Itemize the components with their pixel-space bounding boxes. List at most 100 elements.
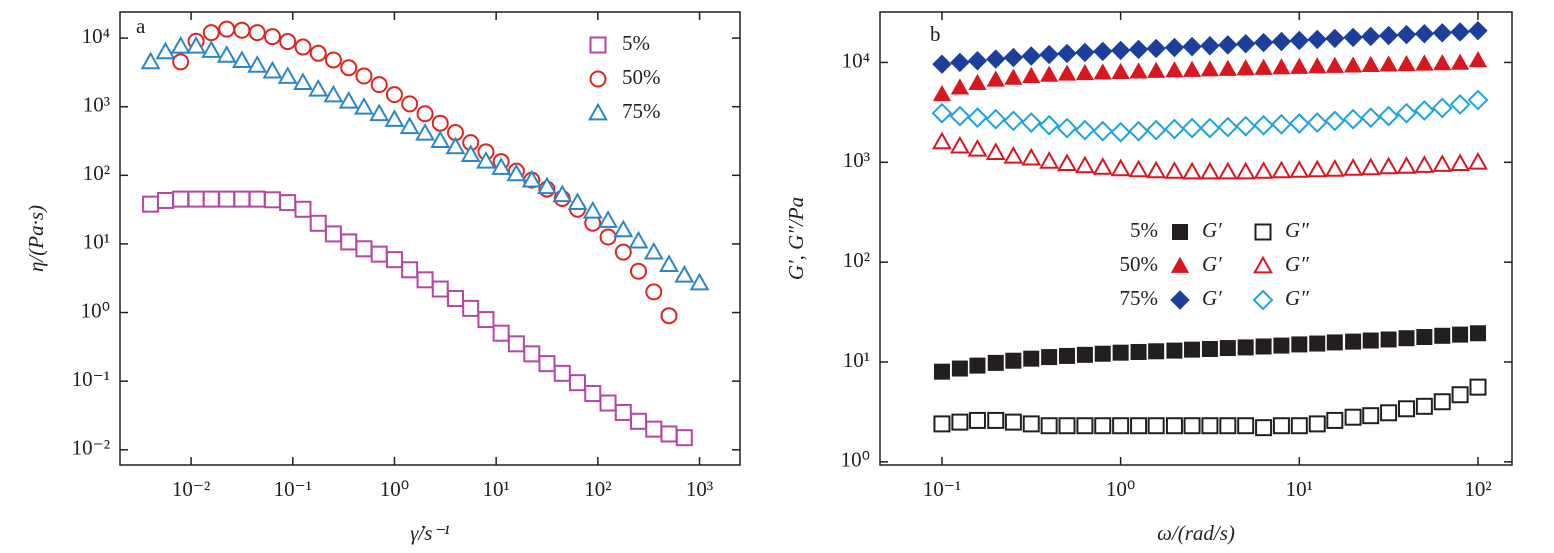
marker xyxy=(1361,26,1381,47)
marker xyxy=(1413,100,1435,121)
marker xyxy=(1468,51,1488,68)
marker xyxy=(1360,107,1382,129)
marker xyxy=(140,51,161,70)
marker xyxy=(1291,336,1308,353)
marker xyxy=(1433,393,1451,411)
marker xyxy=(1307,29,1327,50)
marker xyxy=(1111,62,1130,79)
marker xyxy=(582,200,603,219)
marker xyxy=(599,228,617,246)
marker xyxy=(1057,64,1077,81)
y-tick-label: 10² xyxy=(843,248,870,272)
marker xyxy=(492,324,510,342)
marker xyxy=(675,429,693,447)
y-tick-label: 10¹ xyxy=(843,348,870,372)
marker xyxy=(951,413,969,431)
marker xyxy=(1165,61,1184,78)
marker xyxy=(1021,46,1041,66)
marker xyxy=(1396,102,1417,124)
marker xyxy=(385,86,403,104)
marker xyxy=(521,169,542,188)
marker xyxy=(1166,342,1183,359)
marker xyxy=(187,190,205,208)
panel-label: b xyxy=(930,22,941,46)
legend-marker xyxy=(1172,224,1188,240)
marker xyxy=(1110,121,1132,143)
marker xyxy=(248,24,266,42)
marker xyxy=(598,210,619,228)
marker xyxy=(523,345,541,363)
marker xyxy=(1093,63,1112,80)
marker xyxy=(385,251,403,269)
marker xyxy=(384,109,405,127)
marker xyxy=(370,245,388,263)
marker xyxy=(1449,93,1471,115)
marker xyxy=(416,271,434,289)
marker xyxy=(584,385,602,403)
marker xyxy=(1184,341,1201,358)
y-tick-label: 10⁻² xyxy=(72,436,110,460)
marker xyxy=(1380,331,1397,348)
legend-label: G′ xyxy=(1202,286,1222,310)
marker xyxy=(1112,344,1129,361)
marker xyxy=(614,243,632,261)
marker xyxy=(1307,159,1328,178)
marker xyxy=(567,192,588,210)
marker xyxy=(1360,157,1381,176)
marker xyxy=(415,122,436,141)
marker xyxy=(967,138,988,157)
marker xyxy=(218,190,236,208)
marker xyxy=(416,105,434,123)
marker xyxy=(476,151,496,169)
marker xyxy=(1325,28,1345,49)
marker xyxy=(1253,32,1274,53)
marker xyxy=(1182,60,1202,77)
marker xyxy=(629,262,647,280)
marker xyxy=(172,53,190,71)
legend-label: 5% xyxy=(622,31,650,55)
marker xyxy=(1145,119,1167,141)
legend-label: G″ xyxy=(1285,218,1309,242)
marker xyxy=(1164,118,1185,140)
marker xyxy=(1414,23,1435,44)
marker xyxy=(1290,417,1308,435)
legend-marker xyxy=(588,102,608,121)
legend-marker xyxy=(1252,289,1274,311)
marker xyxy=(1290,57,1309,74)
marker xyxy=(309,44,327,62)
legend-marker xyxy=(1253,255,1273,274)
x-tick-label: 10⁻² xyxy=(172,477,210,501)
legend-marker xyxy=(1254,223,1272,241)
marker xyxy=(460,144,481,163)
legend-marker xyxy=(1170,290,1190,310)
marker xyxy=(1361,55,1380,72)
marker xyxy=(1325,56,1344,73)
marker xyxy=(1397,54,1416,72)
marker xyxy=(599,394,617,412)
marker xyxy=(538,355,556,373)
marker xyxy=(1415,54,1434,71)
marker xyxy=(1343,158,1364,176)
marker xyxy=(1345,333,1362,350)
marker xyxy=(155,41,176,60)
legend-label: 50% xyxy=(622,65,661,89)
marker xyxy=(614,403,632,421)
marker xyxy=(1217,116,1239,138)
marker xyxy=(1128,159,1149,178)
marker xyxy=(156,191,174,209)
marker xyxy=(1094,345,1111,362)
marker xyxy=(1076,417,1094,435)
marker xyxy=(263,28,281,46)
marker xyxy=(1056,117,1078,139)
marker xyxy=(1038,114,1060,136)
marker xyxy=(1237,339,1254,356)
marker xyxy=(491,157,512,175)
marker xyxy=(233,21,251,39)
marker xyxy=(987,354,1004,371)
marker xyxy=(1074,155,1095,174)
marker xyxy=(1021,147,1042,166)
plot-frame xyxy=(879,11,1513,466)
marker xyxy=(186,35,207,54)
marker xyxy=(1273,337,1290,354)
